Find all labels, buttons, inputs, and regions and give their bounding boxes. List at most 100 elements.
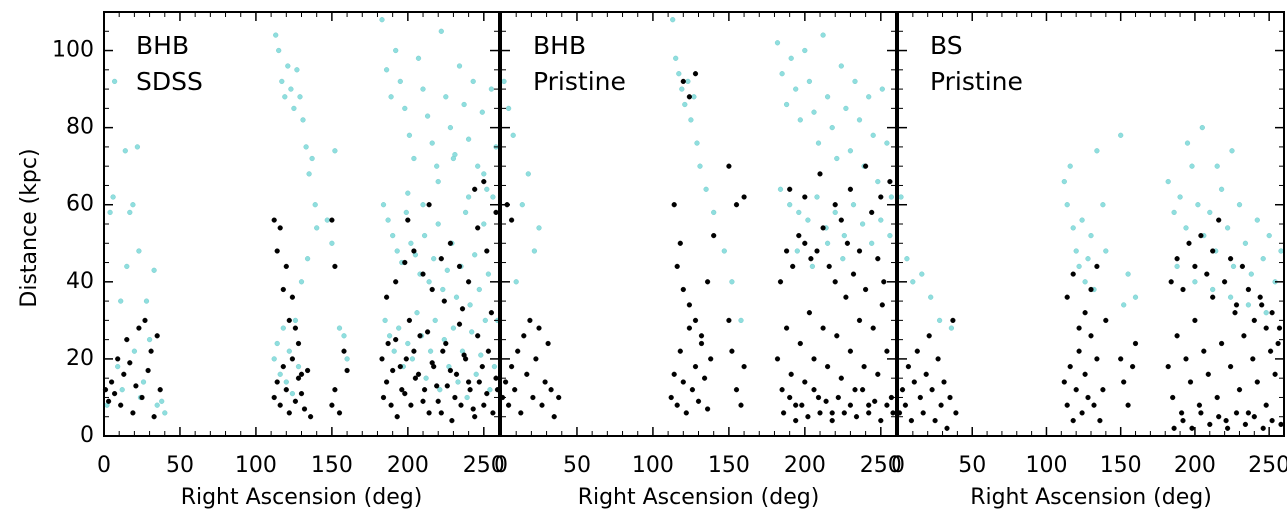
data-point-black: [133, 383, 139, 389]
data-point-cyan: [820, 32, 826, 38]
x-tick-label: 150: [708, 453, 750, 478]
data-point-cyan: [841, 233, 847, 239]
data-point-black: [130, 410, 136, 416]
data-point-cyan: [426, 279, 432, 285]
data-point-black: [878, 194, 884, 200]
data-point-cyan: [298, 279, 305, 285]
data-point-cyan: [838, 63, 844, 69]
data-point-black: [393, 337, 399, 343]
data-point-cyan: [832, 209, 838, 216]
data-point-black: [683, 410, 689, 416]
data-point-black: [704, 406, 711, 412]
data-point-cyan: [1061, 179, 1067, 185]
data-point-black: [811, 356, 817, 362]
panel-label-line1: BS: [930, 31, 963, 60]
data-point-black: [799, 402, 805, 408]
data-point-cyan: [456, 63, 463, 69]
data-point-black: [853, 414, 860, 420]
data-point-black: [824, 364, 831, 370]
data-point-black: [139, 394, 145, 401]
data-point-black: [157, 387, 163, 393]
data-point-black: [1223, 418, 1229, 424]
data-point-cyan: [314, 225, 320, 231]
data-point-black: [481, 402, 487, 408]
data-point-cyan: [455, 379, 461, 385]
data-point-black: [1210, 294, 1216, 300]
data-point-black: [1183, 356, 1189, 362]
data-point-cyan: [276, 47, 282, 54]
data-point-black: [1259, 302, 1265, 308]
data-point-black: [814, 248, 820, 254]
data-point-cyan: [1260, 256, 1266, 262]
data-point-cyan: [948, 325, 955, 331]
data-point-black: [1070, 271, 1076, 277]
data-point-black: [834, 333, 840, 339]
data-point-cyan: [277, 371, 283, 377]
data-point-black: [295, 340, 302, 347]
data-point-cyan: [274, 340, 280, 347]
data-point-cyan: [422, 233, 428, 239]
data-point-black: [481, 179, 487, 185]
data-point-cyan: [866, 94, 872, 100]
data-point-cyan: [329, 240, 335, 246]
data-point-black: [429, 286, 435, 293]
data-point-cyan: [408, 240, 414, 246]
data-point-black: [1233, 410, 1240, 416]
data-point-black: [1227, 364, 1234, 370]
data-point-black: [680, 379, 686, 385]
data-point-black: [698, 340, 705, 347]
data-point-cyan: [1224, 225, 1231, 231]
data-point-black: [741, 194, 747, 200]
data-point-cyan: [443, 94, 449, 100]
y-tick-label: 80: [66, 115, 94, 140]
data-point-black: [1198, 233, 1204, 239]
data-point-cyan: [470, 78, 476, 85]
data-point-cyan: [1174, 263, 1180, 270]
data-point-black: [466, 379, 472, 385]
data-point-cyan: [783, 101, 790, 108]
data-point-cyan: [283, 379, 289, 385]
data-point-black: [817, 410, 823, 416]
data-point-cyan: [1230, 263, 1237, 270]
data-point-cyan: [279, 78, 285, 85]
data-point-cyan: [488, 86, 495, 92]
data-point-cyan: [738, 317, 744, 324]
data-point-black: [332, 387, 338, 393]
data-point-black: [488, 310, 495, 316]
data-point-black: [406, 317, 413, 324]
panel-ticks: 0 50 100 150 200 250: [891, 11, 1287, 478]
data-point-black: [1250, 356, 1256, 362]
data-point-black: [1082, 371, 1088, 377]
data-point-black: [1218, 340, 1225, 347]
data-point-black: [783, 248, 790, 254]
data-point-cyan: [482, 317, 488, 324]
data-point-cyan: [1236, 202, 1243, 208]
data-point-black: [1196, 402, 1203, 408]
data-point-cyan: [444, 267, 450, 273]
data-point-black: [838, 375, 844, 381]
data-point-black: [1103, 317, 1109, 324]
data-point-cyan: [703, 186, 709, 192]
data-point-black: [866, 410, 872, 416]
data-point-black: [862, 286, 869, 293]
data-point-black: [388, 402, 394, 408]
x-tick-label: 50: [166, 453, 194, 478]
data-point-cyan: [1210, 286, 1216, 293]
data-point-black: [1233, 302, 1240, 308]
y-tick-label: 60: [66, 192, 94, 217]
data-point-black: [484, 248, 490, 254]
data-point-cyan: [679, 86, 685, 92]
data-point-cyan: [473, 371, 479, 377]
data-point-cyan: [805, 217, 811, 223]
data-point-cyan: [688, 117, 694, 123]
data-point-black: [441, 298, 447, 304]
panel-frame: [103, 11, 500, 437]
data-point-black: [847, 186, 854, 192]
data-point-black: [1076, 348, 1082, 354]
data-point-black: [680, 286, 686, 293]
data-point-black: [484, 391, 490, 397]
data-point-cyan: [429, 140, 435, 146]
data-point-black: [1245, 410, 1252, 416]
data-point-cyan: [450, 155, 457, 162]
data-point-black: [1174, 333, 1180, 339]
